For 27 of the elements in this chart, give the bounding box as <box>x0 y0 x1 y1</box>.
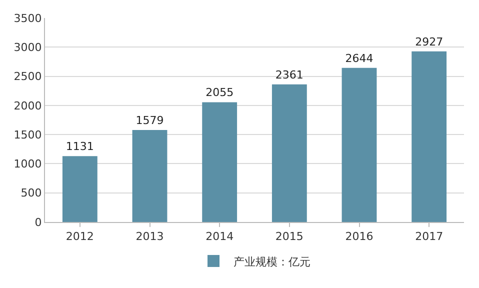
x-tick-label: 2014 <box>206 230 234 244</box>
y-tick-label: 3500 <box>14 12 42 25</box>
data-label: 2927 <box>415 35 444 48</box>
bar <box>272 84 307 222</box>
bar <box>202 102 238 222</box>
bar <box>412 51 447 222</box>
y-tick-label: 2500 <box>14 70 42 84</box>
data-label: 2361 <box>275 68 304 82</box>
x-tick-label: 2013 <box>136 230 164 244</box>
bar <box>132 130 168 222</box>
y-tick-label: 3000 <box>14 40 42 54</box>
data-label: 2055 <box>206 86 234 100</box>
x-tick-label: 2016 <box>345 230 374 244</box>
data-label: 2644 <box>345 52 374 65</box>
bar <box>62 156 98 222</box>
bar <box>342 68 377 222</box>
data-label: 1131 <box>66 140 94 154</box>
y-tick-label: 1000 <box>14 158 42 171</box>
y-tick-label: 0 <box>34 216 42 229</box>
legend-label: 产业规模：亿元 <box>234 255 310 268</box>
y-tick-label: 500 <box>20 186 42 200</box>
y-tick-label: 2000 <box>14 99 42 112</box>
y-tick-label: 1500 <box>14 128 42 142</box>
data-label: 1579 <box>136 114 164 127</box>
x-tick-label: 2015 <box>275 230 304 244</box>
x-tick-label: 2017 <box>415 230 444 244</box>
x-tick-label: 2012 <box>66 230 94 244</box>
